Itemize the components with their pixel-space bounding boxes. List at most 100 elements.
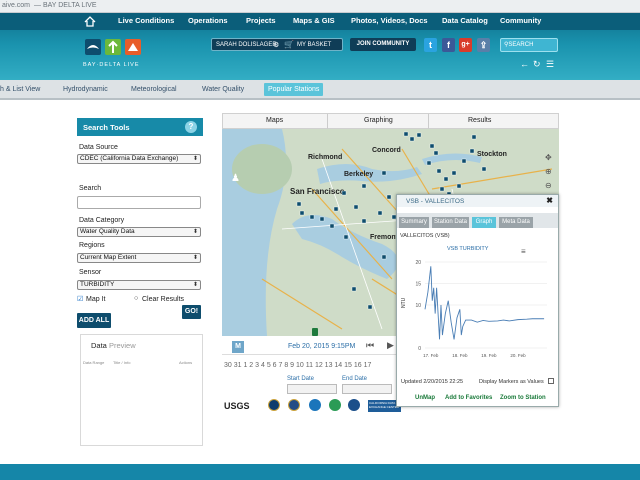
go-button[interactable]: GO!	[182, 305, 201, 319]
menu-icon[interactable]: ☰	[546, 59, 555, 69]
share-icon[interactable]: ⇪	[477, 38, 490, 52]
map-label-richmond: Richmond	[308, 154, 343, 161]
search-icon: ⚲	[504, 42, 509, 48]
col-actions: Actions	[179, 360, 193, 365]
tab-graphing[interactable]: Graphing	[364, 117, 393, 124]
chart-y-tick-1: 10	[415, 303, 421, 309]
zoom-out-icon[interactable]: ⊖	[545, 181, 552, 190]
gear-icon[interactable]: ⚙	[273, 42, 280, 49]
markers-label: Display Markers as Values	[479, 379, 544, 385]
timeline-days[interactable]: 30 31 1 2 3 4 5 6 7 8 9 10 11 12 13 14 1…	[224, 362, 372, 369]
station-popup: VSB - VALLECITOS ✖ Summary Station Data …	[396, 194, 559, 407]
map-label-fremont: Fremont	[370, 234, 398, 241]
unmap-link[interactable]: UnMap	[415, 395, 435, 401]
nav-projects[interactable]: Projects	[246, 16, 276, 25]
tab-maps[interactable]: Maps	[266, 117, 284, 124]
col-data-range: Data Range	[83, 360, 105, 365]
search-input[interactable]	[77, 196, 201, 209]
nav-community[interactable]: Community	[500, 16, 542, 25]
chart-y-tick-2: 15	[415, 282, 421, 288]
start-date-label: Start Date	[287, 376, 315, 382]
pan-icon[interactable]: ✥	[545, 153, 552, 162]
logo-text: BAY·DELTA LIVE	[83, 62, 140, 68]
usbr-seal-icon	[288, 399, 300, 411]
site-search[interactable]: ⚲SEARCH	[500, 38, 558, 52]
twitter-icon[interactable]: t	[424, 38, 437, 52]
map-label-stockton: Stockton	[477, 151, 507, 158]
user-box[interactable]: SARAH DOLISLAGER ⚙ 🛒 MY BASKET	[211, 38, 343, 51]
home-icon[interactable]	[84, 16, 96, 27]
top-nav: Live Conditions Operations Projects Maps…	[0, 13, 640, 30]
back-arrow-icon[interactable]: ←	[520, 59, 529, 69]
tab-summary[interactable]: Summary	[399, 217, 429, 228]
site-logo[interactable]: BAY·DELTA LIVE	[83, 37, 147, 68]
tab-station-data[interactable]: Station Data	[432, 217, 469, 228]
nav-photos-videos-docs[interactable]: Photos, Videos, Docs	[351, 16, 428, 25]
user-name[interactable]: SARAH DOLISLAGER	[216, 42, 277, 48]
googleplus-icon[interactable]: g+	[459, 38, 472, 52]
join-community-button[interactable]: JOIN COMMUNITY	[350, 38, 416, 51]
play-icon[interactable]: ▶	[387, 340, 394, 350]
nav-data-catalog[interactable]: Data Catalog	[442, 16, 488, 25]
chart-x-tick-3: 20. Feb	[510, 353, 526, 358]
regions-select[interactable]: Current Map Extent	[77, 253, 201, 263]
turbidity-chart: VSB TURBIDITY NTU 0 10 15 20 17. Feb 18. Feb 19.…	[401, 246, 547, 358]
browser-url-bar[interactable]: aive.com — BAY DELTA LIVE	[0, 0, 640, 13]
end-date-input[interactable]	[342, 384, 392, 394]
search-tools-header: Search Tools?	[77, 118, 203, 136]
tab-meteorological[interactable]: Meteorological	[131, 86, 177, 93]
tab-search-list[interactable]: h & List View	[0, 86, 41, 93]
map-tabs: Maps Graphing Results	[222, 113, 559, 130]
end-date-label: End Date	[342, 376, 368, 382]
chart-menu-icon[interactable]: ≡	[521, 247, 526, 256]
nav-live-conditions[interactable]: Live Conditions	[118, 16, 175, 25]
m-button[interactable]: M	[232, 341, 244, 353]
skip-back-icon[interactable]: ⏮	[366, 340, 375, 350]
markers-checkbox[interactable]	[548, 378, 554, 384]
help-icon[interactable]: ?	[185, 121, 197, 133]
tab-water-quality[interactable]: Water Quality	[202, 86, 245, 93]
col-title-info: Title / Info	[113, 360, 131, 365]
map-label-san-francisco: San Francisco	[290, 187, 345, 196]
zoom-to-station-link[interactable]: Zoom to Station	[500, 395, 546, 401]
chart-series-line	[424, 266, 545, 340]
station-markers	[296, 131, 487, 310]
facebook-icon[interactable]: f	[442, 38, 455, 52]
add-favorites-link[interactable]: Add to Favorites	[445, 395, 493, 401]
clear-results-label: Clear Results	[142, 296, 185, 303]
chart-title: VSB TURBIDITY	[447, 246, 489, 252]
sensor-select[interactable]: TURBIDITY	[77, 280, 201, 290]
data-source-label: Data Source	[79, 144, 118, 151]
start-date-input[interactable]	[287, 384, 337, 394]
refresh-icon[interactable]: ↻	[533, 59, 541, 69]
data-source-select[interactable]: CDEC (California Data Exchange)	[77, 154, 201, 164]
nav-maps-gis[interactable]: Maps & GIS	[293, 16, 335, 25]
nav-operations[interactable]: Operations	[188, 16, 228, 25]
data-preview: Data Preview Data Range Title / Info Act…	[80, 334, 203, 446]
data-category-select[interactable]: Water Quality Data	[77, 227, 201, 237]
cdec-banner: CALIFORNIA DATA EXCHANGE CENTER	[368, 400, 401, 412]
data-category-label: Data Category	[79, 217, 125, 224]
search-tools-panel: Search Tools?	[77, 118, 203, 333]
map-pin-icon[interactable]	[312, 328, 318, 336]
map-it-checkbox[interactable]: ☑	[77, 296, 84, 303]
add-all-button[interactable]: ADD ALL	[77, 313, 111, 328]
data-preview-title: Data Preview	[91, 341, 136, 350]
street-view-icon[interactable]: ♟	[231, 173, 240, 184]
tab-meta-data[interactable]: Meta Data	[499, 217, 533, 228]
tab-popular-stations[interactable]: Popular Stations	[264, 83, 324, 96]
close-icon[interactable]: ✖	[546, 196, 553, 205]
my-basket-link[interactable]: MY BASKET	[297, 42, 332, 48]
dwr-seal-icon	[329, 399, 341, 411]
timeline-date: Feb 20, 2015 9:15PM	[288, 343, 356, 350]
popup-title: VSB - VALLECITOS	[397, 195, 558, 207]
clear-results-radio[interactable]: ○	[134, 295, 139, 302]
zoom-in-icon[interactable]: ⊕	[545, 167, 552, 176]
regions-label: Regions	[79, 242, 105, 249]
chart-y-label: NTU	[401, 297, 407, 308]
map-label-concord: Concord	[372, 147, 401, 154]
tab-hydrodynamic[interactable]: Hydrodynamic	[63, 86, 108, 93]
agency-logos: USGS CALIFORNIA DATA EXCHANGE CENTER	[222, 399, 402, 415]
tab-results[interactable]: Results	[468, 117, 492, 124]
tab-graph[interactable]: Graph	[472, 217, 496, 228]
